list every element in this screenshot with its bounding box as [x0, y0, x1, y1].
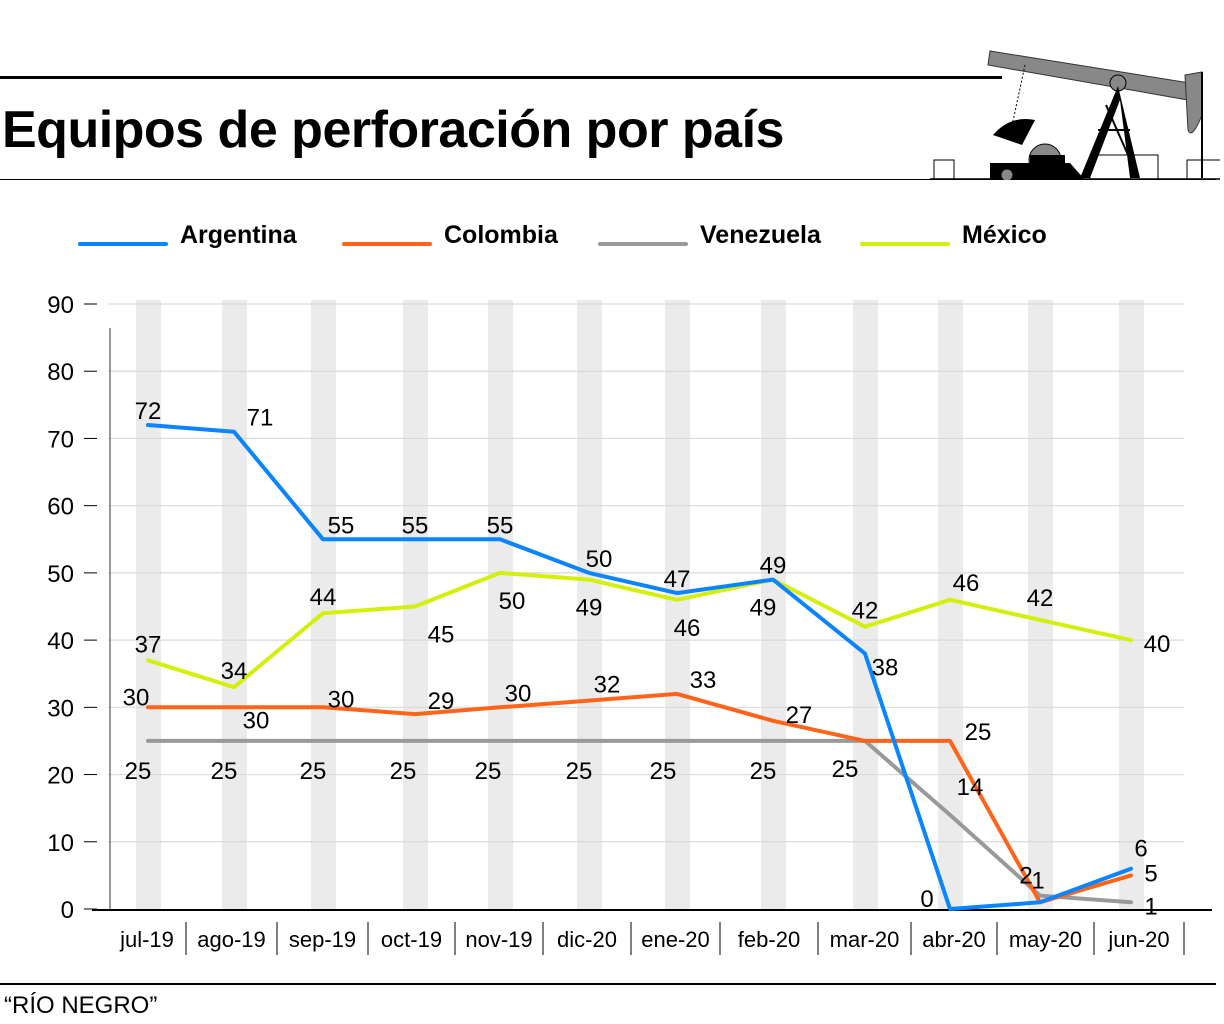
x-tick-label: ene-20 — [641, 927, 710, 952]
column-band — [136, 300, 161, 909]
legend-label-mexico: México — [962, 221, 1047, 249]
data-label-mexico: 40 — [1144, 631, 1171, 658]
data-label-mexico: 45 — [428, 622, 455, 649]
y-tick-label: 40 — [47, 628, 74, 655]
legend-swatch-argentina — [78, 242, 168, 246]
data-label-argentina: 55 — [487, 512, 514, 539]
title-rule — [0, 179, 1216, 180]
data-label-colombia: 33 — [690, 667, 717, 694]
x-tick-label: mar-20 — [830, 927, 900, 952]
data-label-argentina: 38 — [872, 655, 899, 682]
column-band — [488, 300, 513, 909]
column-band — [665, 300, 690, 909]
data-label-venezuela: 14 — [957, 774, 984, 801]
data-label-mexico: 42 — [1027, 585, 1054, 612]
data-label-argentina: 1 — [1031, 867, 1044, 894]
data-label-venezuela: 2 — [1019, 863, 1032, 890]
data-label-argentina: 47 — [664, 566, 691, 593]
column-band — [222, 300, 247, 909]
x-tick-label: feb-20 — [738, 927, 800, 952]
data-label-venezuela: 1 — [1144, 893, 1157, 920]
y-tick-label: 60 — [47, 494, 74, 521]
data-label-argentina: 55 — [402, 512, 429, 539]
legend-swatch-colombia — [342, 242, 432, 246]
data-label-mexico: 46 — [953, 570, 980, 597]
x-tick-label: abr-20 — [922, 927, 986, 952]
y-tick-label: 90 — [47, 292, 74, 319]
data-label-colombia: 30 — [328, 686, 355, 713]
column-band — [311, 300, 336, 909]
legend-swatch-venezuela — [598, 242, 688, 246]
top-rule — [0, 76, 1002, 79]
column-band — [853, 300, 878, 909]
data-label-argentina: 50 — [586, 546, 613, 573]
data-label-venezuela: 25 — [566, 758, 593, 785]
chart-legend: Argentina Colombia Venezuela México — [0, 218, 1224, 258]
column-band — [1119, 300, 1144, 909]
legend-label-colombia: Colombia — [444, 221, 558, 249]
bottom-rule — [0, 983, 1216, 985]
series-line-mexico — [146, 570, 1133, 690]
data-label-mexico: 49 — [576, 595, 603, 622]
legend-label-venezuela: Venezuela — [700, 221, 821, 249]
data-label-argentina: 55 — [328, 512, 355, 539]
data-label-venezuela: 25 — [832, 756, 859, 783]
series-line-colombia — [146, 691, 1133, 905]
data-label-venezuela: 25 — [300, 758, 327, 785]
series-line-venezuela — [146, 738, 1133, 905]
data-label-venezuela: 25 — [125, 758, 152, 785]
y-tick-label: 20 — [47, 763, 74, 790]
data-label-colombia: 30 — [505, 680, 532, 707]
x-tick-label: sep-19 — [289, 927, 356, 952]
column-band — [577, 300, 602, 909]
data-label-colombia: 30 — [243, 707, 270, 734]
x-tick-label: ago-19 — [197, 927, 266, 952]
x-tick-label: jun-20 — [1107, 927, 1169, 952]
data-label-argentina: 0 — [920, 886, 933, 913]
data-label-venezuela: 25 — [390, 758, 417, 785]
chart-title: Equipos de perforación por país — [2, 101, 784, 159]
data-label-colombia: 30 — [123, 684, 150, 711]
data-label-colombia: 29 — [428, 688, 455, 715]
x-tick-label: jul-19 — [119, 927, 174, 952]
data-label-colombia: 5 — [1144, 860, 1157, 887]
data-label-mexico: 37 — [135, 631, 162, 658]
data-label-colombia: 25 — [965, 719, 992, 746]
x-tick-label: oct-19 — [381, 927, 442, 952]
column-band — [1028, 300, 1053, 909]
data-label-venezuela: 25 — [211, 758, 238, 785]
y-tick-label: 50 — [47, 561, 74, 588]
legend-label-argentina: Argentina — [180, 221, 297, 249]
data-label-mexico: 50 — [499, 588, 526, 615]
y-tick-label: 70 — [47, 426, 74, 453]
series-line-argentina — [146, 423, 1133, 911]
data-label-colombia: 32 — [594, 672, 621, 699]
data-label-venezuela: 25 — [650, 758, 677, 785]
data-label-mexico: 49 — [750, 595, 777, 622]
y-tick-label: 30 — [47, 695, 74, 722]
x-tick-label: dic-20 — [557, 927, 617, 952]
data-label-colombia: 27 — [786, 702, 813, 729]
y-tick-label: 80 — [47, 359, 74, 386]
data-label-argentina: 49 — [760, 553, 787, 580]
source-credit: “RÍO NEGRO” — [4, 992, 158, 1019]
data-label-argentina: 6 — [1134, 836, 1147, 863]
data-label-argentina: 72 — [135, 398, 162, 425]
x-tick-label: may-20 — [1009, 927, 1082, 952]
data-label-mexico: 46 — [674, 615, 701, 642]
data-label-mexico: 34 — [221, 658, 248, 685]
x-tick-label: nov-19 — [465, 927, 532, 952]
oil-pumpjack-icon — [930, 50, 1220, 180]
data-label-argentina: 71 — [247, 405, 274, 432]
y-tick-label: 10 — [47, 830, 74, 857]
data-label-venezuela: 25 — [475, 758, 502, 785]
data-label-venezuela: 25 — [750, 758, 777, 785]
data-label-mexico: 44 — [310, 584, 337, 611]
y-tick-label: 0 — [61, 897, 74, 924]
column-band — [761, 300, 786, 909]
legend-swatch-mexico — [860, 242, 950, 246]
data-label-mexico: 42 — [852, 598, 879, 625]
